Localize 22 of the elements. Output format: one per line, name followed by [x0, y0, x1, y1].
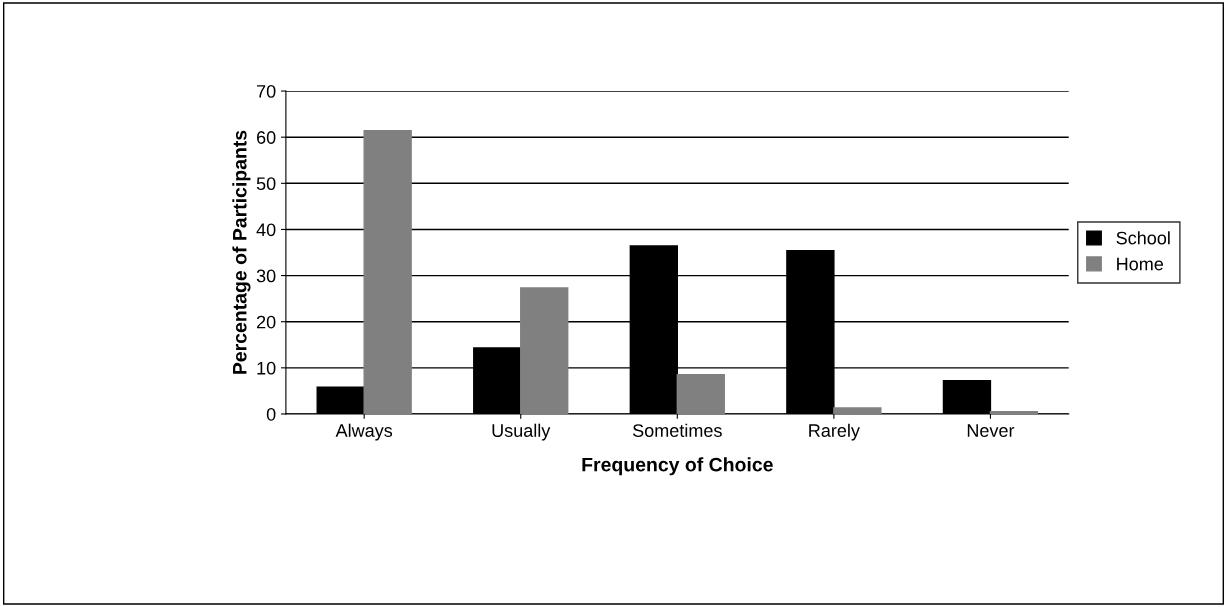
y-tick-label: 10 — [257, 361, 276, 375]
y-tick-label: 70 — [257, 84, 276, 98]
x-tick-label: Never — [967, 424, 1015, 437]
y-tick-label: 30 — [256, 269, 276, 283]
bar — [989, 410, 1039, 414]
bar — [363, 130, 412, 414]
y-tick-label: 20 — [257, 315, 276, 329]
x-tick-label: Usually — [492, 423, 551, 441]
x-tick-label: Always — [335, 423, 393, 441]
legend-label: Home — [1117, 257, 1164, 271]
y-tick-label: 50 — [256, 177, 276, 191]
x-axis-title: Frequency of Choice — [582, 457, 773, 476]
bar — [833, 407, 882, 414]
x-tick-label: Sometimes — [632, 423, 722, 437]
bar — [520, 287, 569, 414]
y-tick-label: 60 — [257, 131, 276, 144]
y-tick-label: 40 — [256, 223, 276, 237]
y-tick-label: 0 — [266, 407, 276, 421]
bar — [676, 374, 725, 414]
legend-label: School — [1116, 231, 1170, 245]
x-tick-label: Rarely — [809, 423, 860, 441]
y-axis-title: Percentage of Participants — [232, 130, 251, 374]
